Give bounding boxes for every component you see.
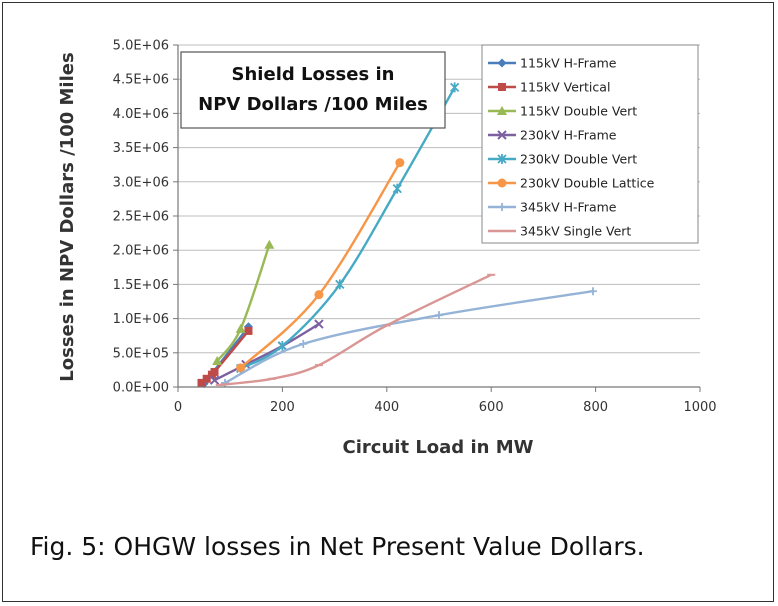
legend-marker <box>498 203 506 211</box>
data-point <box>450 82 460 93</box>
data-point <box>314 290 324 300</box>
legend-label: 345kV H-Frame <box>520 200 617 215</box>
data-point <box>212 356 223 366</box>
data-point <box>588 287 597 296</box>
legend-label: 115kV H-Frame <box>520 56 617 71</box>
y-tick-label: 5.0E+05 <box>113 346 169 361</box>
data-point <box>202 374 211 383</box>
series-line <box>214 323 320 382</box>
x-tick-label: 600 <box>479 400 504 415</box>
chart: 0.0E+00 5.0E+05 1.0E+06 1.5E+06 2.0E+06 2.5E+… <box>57 39 717 459</box>
x-tick-label: 400 <box>374 400 399 415</box>
x-tick-label: 800 <box>583 400 608 415</box>
data-point <box>264 239 275 249</box>
chart-title-box: Shield Losses in NPV Dollars /100 Miles <box>180 51 446 129</box>
legend-label: 230kV H-Frame <box>520 128 617 143</box>
legend-item: 115kV Double Vert <box>488 104 637 119</box>
x-tick-label: 1000 <box>683 400 716 415</box>
data-point <box>209 375 220 385</box>
y-tick-label: 2.5E+06 <box>113 210 169 225</box>
legend-item: 345kV H-Frame <box>488 200 617 215</box>
series-line <box>219 273 492 387</box>
legend-marker <box>498 83 506 91</box>
legend-item: 230kV Double Vert <box>488 152 637 167</box>
series-115kv-vertical <box>197 326 253 387</box>
data-point <box>314 319 324 329</box>
chart-title-line-1: Shield Losses in <box>232 64 395 85</box>
series-345kv-single-vert <box>215 273 496 387</box>
y-tick-label: 5.0E+06 <box>113 39 169 54</box>
y-tick-label: 3.5E+06 <box>113 141 169 156</box>
data-point <box>244 326 253 335</box>
y-tick-label: 4.0E+06 <box>113 107 169 122</box>
data-point <box>435 311 443 320</box>
chart-title-line-2: NPV Dollars /100 Miles <box>198 94 428 115</box>
x-tick-label: 200 <box>270 400 295 415</box>
x-axis-title: Circuit Load in MW <box>343 437 534 458</box>
series-230kv-double-lattice <box>236 158 405 373</box>
data-point <box>210 367 219 376</box>
data-point <box>235 323 246 333</box>
legend-label: 115kV Vertical <box>520 80 610 95</box>
figure-caption: Fig. 5: OHGW losses in Net Present Value… <box>30 532 645 561</box>
legend-label: 230kV Double Lattice <box>520 176 655 191</box>
y-tick-label: 1.0E+06 <box>113 312 169 327</box>
legend-item: 345kV Single Vert <box>488 224 631 239</box>
data-point <box>197 378 206 387</box>
legend-marker <box>497 178 507 188</box>
legend-label: 230kV Double Vert <box>520 152 637 167</box>
series-line <box>216 244 271 362</box>
y-tick-label: 3.0E+06 <box>113 175 169 190</box>
y-tick-label: 2.0E+06 <box>113 244 169 259</box>
data-point <box>236 363 246 373</box>
legend: 115kV H-Frame 115kV Vertical 115kV Double … <box>481 44 699 244</box>
legend-item: 115kV Vertical <box>488 80 610 95</box>
x-tick-label: 0 <box>174 400 182 415</box>
legend-label: 345kV Single Vert <box>520 224 631 239</box>
legend-marker <box>497 130 507 140</box>
ticks: 0.0E+00 5.0E+05 1.0E+06 1.5E+06 2.0E+06 2.5E+… <box>113 39 717 416</box>
series-layer <box>197 82 597 389</box>
series-115kv-double-vert <box>212 239 275 366</box>
legend-marker <box>497 106 507 115</box>
series-line <box>239 162 401 369</box>
legend-item: 115kV H-Frame <box>488 56 617 71</box>
y-tick-label: 1.5E+06 <box>113 278 169 293</box>
legend-marker <box>497 58 507 68</box>
data-point <box>335 279 345 290</box>
legend-marker <box>497 154 507 164</box>
y-axis-title: Losses in NPV Dollars /100 Miles <box>57 52 78 381</box>
series-line <box>224 290 594 384</box>
data-point <box>277 340 288 351</box>
data-point <box>395 158 405 168</box>
y-tick-label: 4.5E+06 <box>113 73 169 88</box>
series-line <box>240 86 456 370</box>
legend-label: 115kV Double Vert <box>520 104 637 119</box>
legend-item: 230kV Double Lattice <box>488 176 655 191</box>
legend-item: 230kV H-Frame <box>488 128 617 143</box>
y-tick-label: 0.0E+00 <box>113 381 169 396</box>
data-point <box>299 339 308 348</box>
data-point <box>392 183 402 194</box>
